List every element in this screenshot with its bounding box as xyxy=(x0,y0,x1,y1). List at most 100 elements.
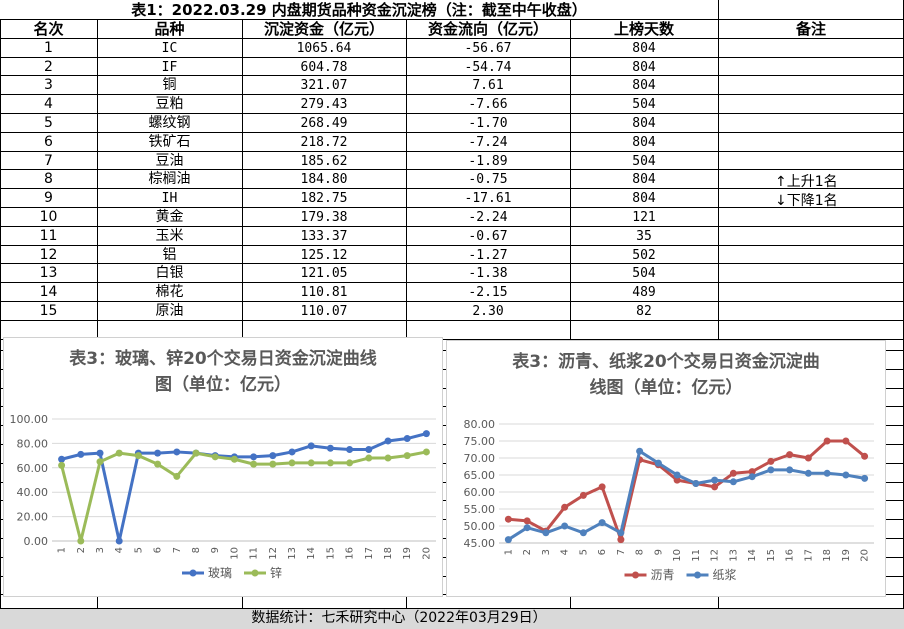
row-6-flow: -7.24 xyxy=(468,134,508,150)
data-point xyxy=(542,529,550,537)
row-13-name: 白银 xyxy=(155,265,184,282)
row-5-rank: 5 xyxy=(44,115,53,131)
grid-hline xyxy=(0,301,904,302)
row-9-fund: 182.75 xyxy=(300,191,348,207)
data-point xyxy=(804,454,812,462)
row-15-rank: 15 xyxy=(39,303,58,319)
y-tick-label: 20.00 xyxy=(17,511,49,524)
grid-hline xyxy=(0,282,904,284)
chart2-plot: 45.00 50.00 55.00 60.00 65.00 70.00 75.00 80.00… xyxy=(464,418,874,582)
data-point xyxy=(504,536,512,544)
grid-hline xyxy=(0,263,904,265)
remark-up: ↑上升1名 xyxy=(775,174,838,190)
grid-hline xyxy=(0,94,904,96)
data-point xyxy=(692,480,700,487)
data-point xyxy=(786,451,794,459)
x-tick-label: 7 xyxy=(172,547,183,553)
row-8-fund: 184.80 xyxy=(300,172,348,188)
row-6-fund: 218.72 xyxy=(300,134,348,150)
grid-hline xyxy=(0,56,904,58)
row-15-flow: 2.30 xyxy=(472,304,504,319)
row-1-flow: -56.67 xyxy=(464,40,512,56)
data-point xyxy=(173,448,181,456)
grid-hline xyxy=(0,319,904,321)
y-tick-label: 75.00 xyxy=(464,435,496,448)
data-point xyxy=(384,454,392,462)
row-2-fund: 604.78 xyxy=(300,59,348,75)
grid-hline xyxy=(0,244,904,246)
x-tick-label: 1 xyxy=(503,549,514,555)
legend-label: 纸浆 xyxy=(713,567,737,582)
header-4: 上榜天数 xyxy=(613,20,674,38)
y-tick-label: 65.00 xyxy=(464,469,496,482)
remark-down: ↓下降1名 xyxy=(775,193,838,209)
data-point xyxy=(192,449,200,457)
row-7-fund: 185.62 xyxy=(300,153,348,169)
grid-vline xyxy=(0,19,1,628)
y-tick-label: 60.00 xyxy=(17,462,49,475)
row-1-fund: 1065.64 xyxy=(296,40,352,56)
header-0: 名次 xyxy=(33,20,64,38)
x-tick-label: 2 xyxy=(522,549,533,555)
data-point xyxy=(729,478,737,486)
grid-hline xyxy=(0,19,904,20)
row-12-rank: 12 xyxy=(39,246,58,263)
row-8-name: 棕榈油 xyxy=(148,171,191,188)
row-10-rank: 10 xyxy=(39,209,58,225)
y-tick-label: 55.00 xyxy=(464,503,496,516)
data-point xyxy=(326,459,334,467)
row-13-rank: 13 xyxy=(39,265,58,282)
row-6-rank: 6 xyxy=(44,133,53,150)
data-point xyxy=(250,453,258,461)
data-point xyxy=(307,459,315,467)
data-point xyxy=(58,461,66,469)
x-tick-label: 10 xyxy=(672,549,683,562)
row-8-rank: 8 xyxy=(44,171,53,188)
data-point xyxy=(767,457,775,465)
row-10-days: 121 xyxy=(632,210,656,225)
grid-vline xyxy=(718,0,719,628)
legend-marker xyxy=(251,569,259,577)
data-point xyxy=(269,452,277,460)
row-2-rank: 2 xyxy=(44,58,53,75)
x-tick-label: 3 xyxy=(95,547,106,553)
row-4-days: 504 xyxy=(632,97,656,113)
data-point xyxy=(96,458,104,466)
data-point xyxy=(154,449,162,457)
data-point xyxy=(58,455,66,463)
row-2-days: 804 xyxy=(632,59,656,75)
x-tick-label: 10 xyxy=(229,547,240,560)
table-title: 表1：2022.03.29 内盘期货品种资金沉淀榜（注：截至中午收盘） xyxy=(131,1,587,19)
x-tick-label: 6 xyxy=(153,547,164,553)
chart-glass-zinc: 表3：玻璃、锌20个交易日资金沉淀曲线 图（单位：亿元） 0.00 20.00 40… xyxy=(3,337,443,597)
data-point xyxy=(403,452,411,460)
data-point xyxy=(365,446,373,453)
row-11-name: 玉米 xyxy=(155,227,184,244)
grid-hline xyxy=(0,338,904,340)
x-tick-label: 13 xyxy=(728,549,739,562)
row-1-days: 804 xyxy=(632,40,656,56)
data-point xyxy=(842,437,850,445)
data-point xyxy=(173,472,181,480)
data-point xyxy=(307,442,315,450)
row-9-name: IH xyxy=(161,191,178,207)
data-point xyxy=(804,469,812,477)
data-point xyxy=(346,459,354,467)
data-point xyxy=(767,466,775,474)
data-point xyxy=(636,447,644,455)
data-point xyxy=(823,469,831,477)
row-4-rank: 4 xyxy=(44,96,53,113)
data-point xyxy=(384,437,392,445)
data-point xyxy=(598,519,606,527)
data-point xyxy=(598,483,606,491)
x-tick-label: 11 xyxy=(249,547,260,560)
data-point xyxy=(250,460,258,468)
row-8-days: 804 xyxy=(632,172,656,188)
x-tick-label: 15 xyxy=(766,549,777,562)
row-3-fund: 321.07 xyxy=(300,78,348,94)
row-9-rank: 9 xyxy=(44,190,53,207)
row-7-days: 504 xyxy=(632,153,656,169)
y-tick-label: 45.00 xyxy=(464,537,496,550)
grid-hline xyxy=(0,75,904,77)
